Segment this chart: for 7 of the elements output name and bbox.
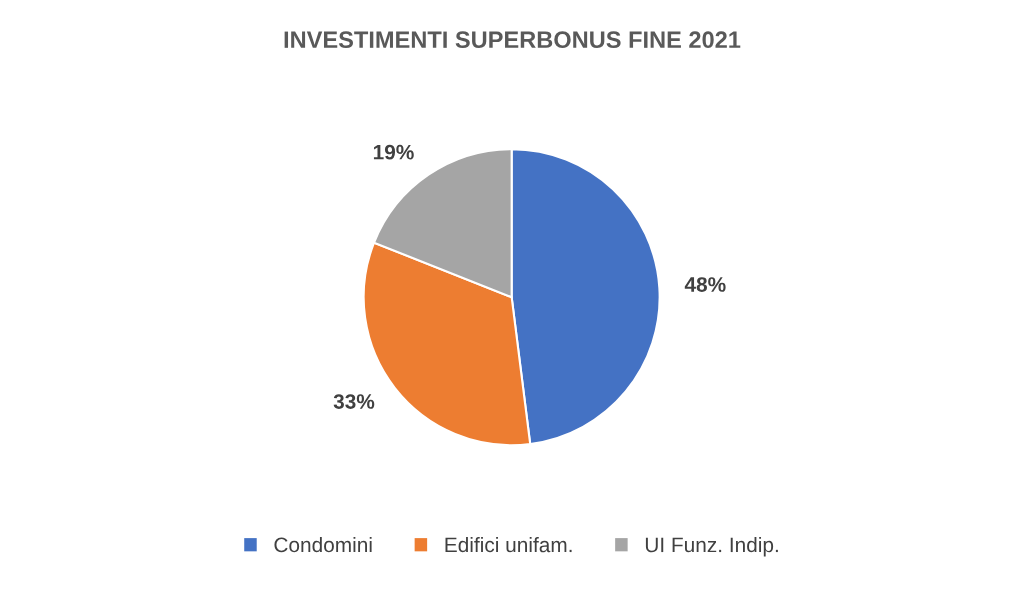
data-label: 19%: [373, 144, 414, 160]
legend-label: Condomini: [274, 536, 372, 553]
legend-label: Edifici unifam.: [445, 536, 572, 553]
data-label: 48%: [684, 277, 726, 292]
chart-title: INVESTIMENTI SUPERBONUS FINE 2021: [284, 31, 741, 49]
data-label: 33%: [333, 394, 375, 409]
legend-label: UI Funz. Indip.: [645, 536, 778, 557]
